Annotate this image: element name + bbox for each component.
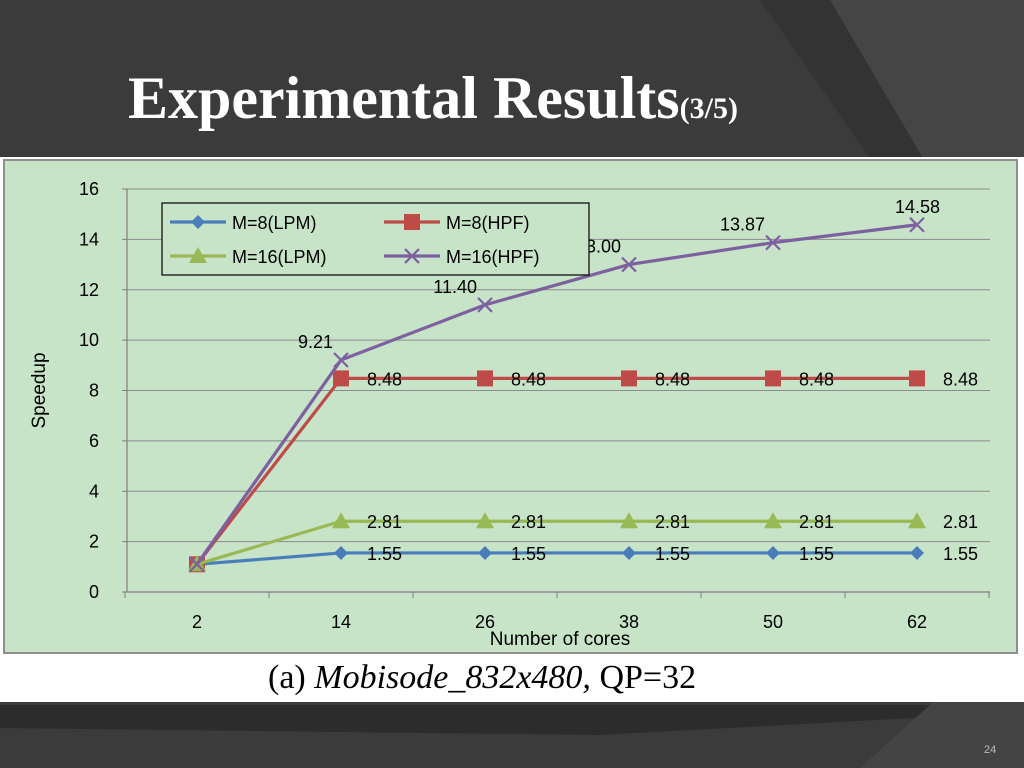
data-point-marker	[620, 512, 638, 529]
y-tick-label: 10	[79, 330, 99, 350]
legend-marker	[404, 214, 420, 230]
data-point-marker	[333, 352, 349, 368]
data-label: 14.58	[895, 197, 940, 217]
data-point-marker	[910, 545, 924, 560]
data-point-marker	[766, 545, 780, 560]
figure-panel: 0 2 4 6 8 10 12 14 16 2 14 26 38 50 62 Number of cores S…	[0, 157, 1024, 702]
data-point-marker	[189, 556, 205, 573]
y-tick-label: 16	[79, 179, 99, 199]
y-axis-title: Speedup	[29, 352, 50, 428]
speedup-chart: 0 2 4 6 8 10 12 14 16 2 14 26 38 50 62 Number of cores S…	[29, 179, 990, 650]
data-label: 2.81	[511, 512, 546, 532]
legend-marker	[191, 215, 205, 229]
x-tick-label: 14	[331, 612, 351, 632]
data-label: 8.48	[367, 369, 402, 389]
data-point-marker	[909, 370, 925, 387]
data-point-marker	[621, 256, 637, 273]
data-label: 11.40	[433, 277, 477, 297]
x-tick-label: 2	[192, 612, 202, 632]
data-point-marker	[908, 512, 926, 529]
x-tick-label: 38	[619, 612, 639, 632]
data-point-marker	[764, 512, 782, 529]
data-label: 2.81	[655, 512, 690, 532]
data-point-marker	[621, 370, 637, 387]
data-point-marker	[332, 512, 350, 529]
caption-sequence-name: Mobisode_832x480,	[314, 659, 591, 696]
x-tick-label: 50	[763, 612, 783, 632]
data-label: 13.87	[720, 215, 765, 235]
chart-frame: 0 2 4 6 8 10 12 14 16 2 14 26 38 50 62 Number of cores S…	[3, 159, 1018, 654]
x-axis-title: Number of cores	[490, 629, 630, 650]
legend-label: M=8(LPM)	[232, 213, 317, 233]
y-tick-label: 14	[79, 229, 99, 249]
data-point-marker	[477, 297, 493, 313]
data-label: 8.48	[943, 369, 978, 389]
data-point-marker	[333, 370, 349, 387]
data-label: 2.81	[367, 512, 402, 532]
y-tick-label: 6	[89, 431, 99, 451]
y-tick-label: 2	[89, 532, 99, 552]
data-point-marker	[765, 370, 781, 387]
legend-marker	[404, 248, 420, 264]
data-label: 1.55	[511, 544, 546, 564]
series-line-4	[195, 223, 918, 566]
series-line-3	[196, 519, 917, 566]
y-tick-label: 12	[79, 280, 99, 300]
data-label: 8.48	[511, 369, 546, 389]
caption-qp: QP=32	[599, 659, 697, 696]
legend-label: M=16(HPF)	[446, 247, 540, 267]
data-label: 1.55	[943, 544, 978, 564]
series-line-2	[195, 376, 917, 566]
data-label: 1.55	[367, 544, 402, 564]
legend-box	[161, 202, 590, 276]
data-point-marker	[765, 234, 781, 251]
legend-label: M=16(LPM)	[232, 247, 327, 267]
slide-title: Experimental Results(3/5)	[128, 62, 738, 145]
data-point-marker	[476, 512, 494, 529]
data-label: 9.21	[298, 332, 333, 352]
data-point-marker	[478, 545, 492, 560]
data-label: 8.48	[799, 369, 834, 389]
data-point-marker	[334, 545, 348, 560]
slide-title-suffix: (3/5)	[679, 92, 738, 125]
data-point-marker	[477, 370, 493, 387]
figure-caption: (a) Mobisode_832x480, QP=32	[268, 659, 696, 697]
slide-title-main: Experimental Results	[128, 65, 680, 131]
y-tick-label: 4	[89, 481, 99, 501]
x-tick-label: 26	[475, 612, 495, 632]
y-tick-label: 0	[89, 582, 99, 602]
data-label: 2.81	[799, 512, 834, 532]
data-label: 1.55	[655, 544, 690, 564]
series-line-1	[196, 551, 917, 566]
x-tick-label: 62	[907, 612, 927, 632]
y-tick-label: 8	[89, 381, 99, 401]
caption-label: (a)	[268, 659, 306, 696]
data-label: 1.55	[799, 544, 834, 564]
page-number: 24	[984, 744, 997, 756]
data-point-marker	[909, 216, 925, 233]
data-label: 8.48	[655, 369, 690, 389]
data-point-marker	[622, 545, 636, 560]
legend-marker	[189, 247, 207, 263]
legend-label: M=8(HPF)	[446, 213, 530, 233]
data-label: 2.81	[943, 512, 978, 532]
